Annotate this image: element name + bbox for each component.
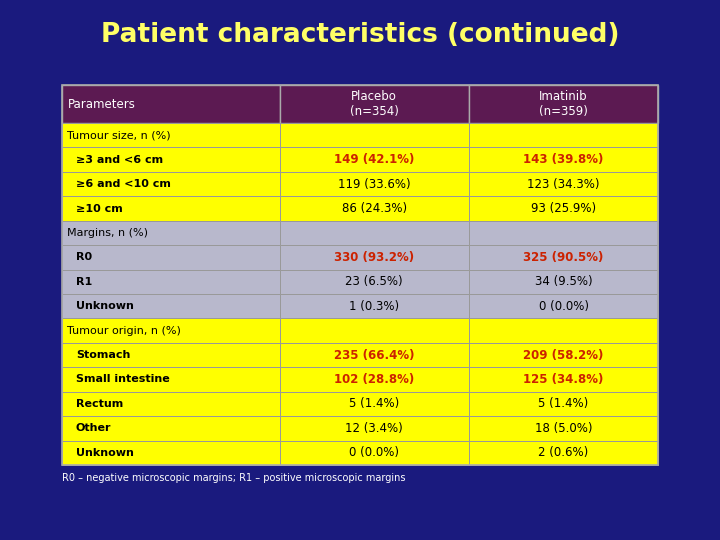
- Bar: [279, 85, 469, 123]
- Bar: [279, 319, 469, 343]
- Bar: [279, 367, 469, 392]
- Bar: [469, 123, 658, 147]
- Bar: [279, 123, 469, 147]
- Bar: [62, 367, 279, 392]
- Bar: [62, 196, 279, 221]
- Bar: [62, 221, 279, 245]
- Bar: [469, 269, 658, 294]
- Text: 330 (93.2%): 330 (93.2%): [334, 251, 415, 264]
- Bar: [279, 441, 469, 465]
- Bar: [279, 294, 469, 319]
- Text: 325 (90.5%): 325 (90.5%): [523, 251, 604, 264]
- Text: 23 (6.5%): 23 (6.5%): [346, 275, 403, 288]
- Bar: [469, 196, 658, 221]
- Bar: [62, 147, 279, 172]
- Text: Small intestine: Small intestine: [76, 375, 170, 384]
- Bar: [279, 343, 469, 367]
- Text: 34 (9.5%): 34 (9.5%): [535, 275, 593, 288]
- Text: Patient characteristics (continued): Patient characteristics (continued): [101, 22, 619, 48]
- Bar: [279, 196, 469, 221]
- Text: Tumour size, n (%): Tumour size, n (%): [67, 130, 171, 140]
- Text: 2 (0.6%): 2 (0.6%): [539, 446, 589, 460]
- Text: 5 (1.4%): 5 (1.4%): [539, 397, 589, 410]
- Bar: [469, 319, 658, 343]
- Bar: [62, 85, 279, 123]
- Bar: [62, 343, 279, 367]
- Bar: [62, 294, 279, 319]
- Bar: [469, 294, 658, 319]
- Bar: [469, 392, 658, 416]
- Text: R1: R1: [76, 277, 92, 287]
- Bar: [62, 416, 279, 441]
- Bar: [279, 221, 469, 245]
- Text: 149 (42.1%): 149 (42.1%): [334, 153, 415, 166]
- Bar: [62, 392, 279, 416]
- Bar: [62, 123, 279, 147]
- Text: Imatinib
(n=359): Imatinib (n=359): [539, 90, 588, 118]
- Bar: [469, 416, 658, 441]
- Text: 102 (28.8%): 102 (28.8%): [334, 373, 415, 386]
- Bar: [469, 147, 658, 172]
- Text: 125 (34.8%): 125 (34.8%): [523, 373, 604, 386]
- Text: Parameters: Parameters: [68, 98, 136, 111]
- Bar: [279, 147, 469, 172]
- Bar: [62, 269, 279, 294]
- Bar: [469, 441, 658, 465]
- Text: 18 (5.0%): 18 (5.0%): [535, 422, 593, 435]
- Text: ≥3 and <6 cm: ≥3 and <6 cm: [76, 154, 163, 165]
- Text: 0 (0.0%): 0 (0.0%): [539, 300, 588, 313]
- Bar: [279, 172, 469, 196]
- Bar: [279, 245, 469, 269]
- Bar: [62, 85, 658, 465]
- Text: Tumour origin, n (%): Tumour origin, n (%): [67, 326, 181, 336]
- Bar: [62, 245, 279, 269]
- Text: Rectum: Rectum: [76, 399, 123, 409]
- Bar: [469, 221, 658, 245]
- Text: R0: R0: [76, 252, 92, 262]
- Text: R0 – negative microscopic margins; R1 – positive microscopic margins: R0 – negative microscopic margins; R1 – …: [62, 473, 405, 483]
- Text: 123 (34.3%): 123 (34.3%): [527, 178, 600, 191]
- Bar: [469, 172, 658, 196]
- Bar: [469, 85, 658, 123]
- Text: ≥6 and <10 cm: ≥6 and <10 cm: [76, 179, 171, 189]
- Text: 235 (66.4%): 235 (66.4%): [334, 349, 415, 362]
- Bar: [62, 319, 279, 343]
- Text: 93 (25.9%): 93 (25.9%): [531, 202, 596, 215]
- Text: 209 (58.2%): 209 (58.2%): [523, 349, 604, 362]
- Text: Unknown: Unknown: [76, 301, 134, 311]
- Bar: [469, 343, 658, 367]
- Text: Unknown: Unknown: [76, 448, 134, 458]
- Bar: [62, 172, 279, 196]
- Text: 119 (33.6%): 119 (33.6%): [338, 178, 410, 191]
- Bar: [62, 441, 279, 465]
- Text: Margins, n (%): Margins, n (%): [67, 228, 148, 238]
- Text: 1 (0.3%): 1 (0.3%): [349, 300, 400, 313]
- Text: 86 (24.3%): 86 (24.3%): [342, 202, 407, 215]
- Text: 5 (1.4%): 5 (1.4%): [349, 397, 400, 410]
- Bar: [279, 416, 469, 441]
- Bar: [279, 269, 469, 294]
- Bar: [469, 245, 658, 269]
- Text: 0 (0.0%): 0 (0.0%): [349, 446, 400, 460]
- Text: ≥10 cm: ≥10 cm: [76, 204, 122, 213]
- Text: Other: Other: [76, 423, 112, 434]
- Text: Placebo
(n=354): Placebo (n=354): [350, 90, 399, 118]
- Bar: [469, 367, 658, 392]
- Text: 143 (39.8%): 143 (39.8%): [523, 153, 604, 166]
- Bar: [279, 392, 469, 416]
- Text: 12 (3.4%): 12 (3.4%): [346, 422, 403, 435]
- Text: Stomach: Stomach: [76, 350, 130, 360]
